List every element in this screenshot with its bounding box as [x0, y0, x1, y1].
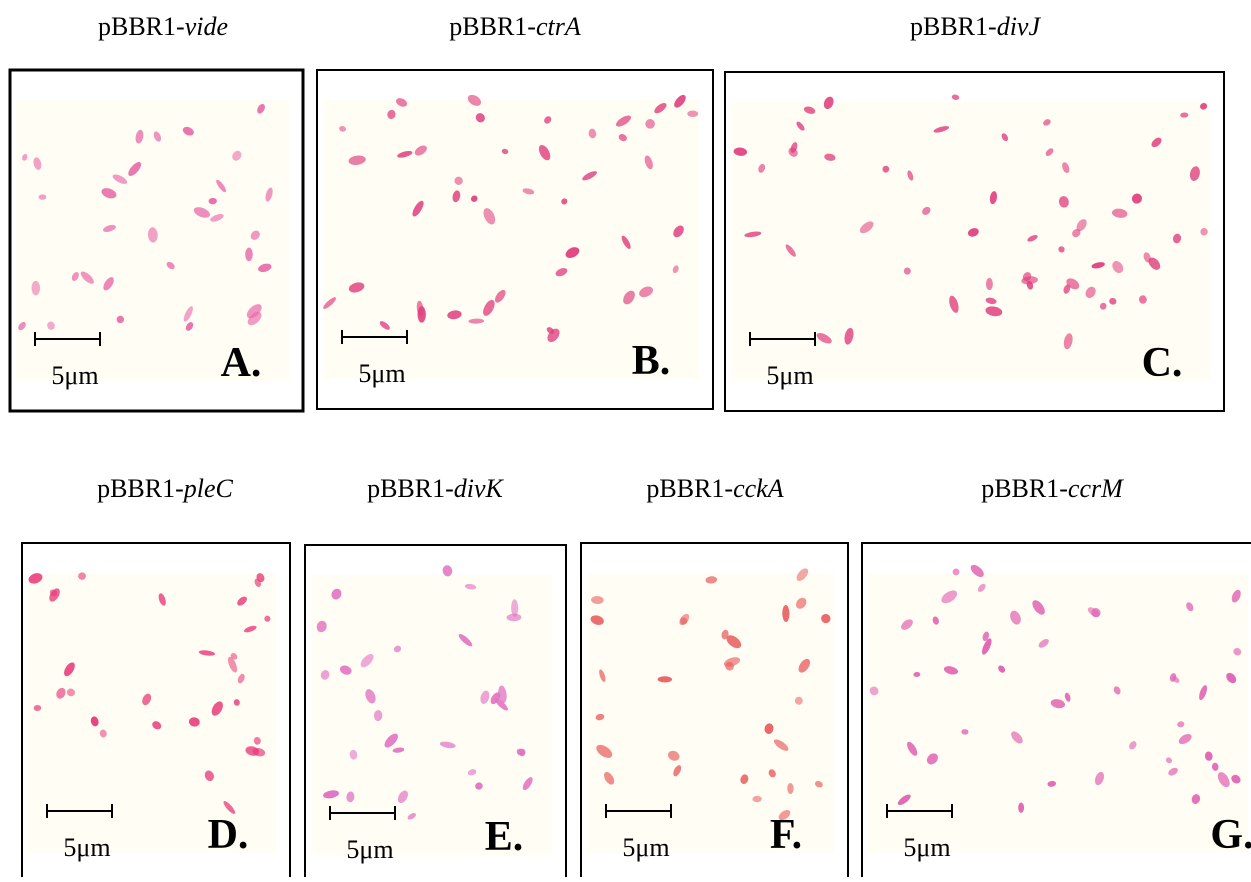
scale-label: 5μm	[346, 835, 393, 864]
panel-title: pBBR1-divK	[367, 474, 504, 503]
bacterium	[417, 306, 425, 322]
panel-letter: D.	[208, 812, 249, 858]
panel: pBBR1-pleC 5μm D.	[22, 474, 290, 877]
title-prefix: pBBR1-	[981, 474, 1068, 503]
panel-letter: E.	[485, 814, 524, 860]
title-gene: cckA	[733, 474, 784, 503]
title-gene: ctrA	[536, 12, 581, 41]
title-prefix: pBBR1-	[646, 474, 733, 503]
bacterium	[117, 316, 124, 324]
panel: pBBR1-ccrM 5μm G.	[862, 474, 1251, 877]
title-prefix: pBBR1-	[98, 12, 185, 41]
panel: pBBR1-divK 5μm E.	[305, 474, 566, 877]
panel: pBBR1-cckA 5μm F.	[581, 474, 848, 877]
panel-title: pBBR1-cckA	[646, 474, 783, 503]
title-prefix: pBBR1-	[449, 12, 536, 41]
scale-label: 5μm	[358, 359, 405, 388]
panel-letter: G.	[1210, 812, 1251, 858]
title-gene: pleC	[182, 474, 234, 503]
scale-label: 5μm	[903, 833, 950, 862]
title-prefix: pBBR1-	[910, 12, 997, 41]
panel: pBBR1-divJ 5μm C.	[725, 12, 1224, 411]
title-gene: divK	[454, 474, 505, 503]
bacterium	[645, 119, 655, 129]
panel-title: pBBR1-ctrA	[449, 12, 581, 41]
panel-title: pBBR1-divJ	[910, 12, 1041, 41]
panel-title: pBBR1-ccrM	[981, 474, 1124, 503]
bacterium	[1018, 803, 1024, 813]
bacterium	[31, 281, 40, 295]
panel-letter: A.	[221, 340, 262, 386]
panel: pBBR1-vide 5μm A.	[10, 12, 303, 411]
title-gene: vide	[185, 12, 228, 41]
panel: pBBR1-ctrA 5μm B.	[317, 12, 713, 409]
bacterium	[986, 278, 993, 290]
scale-label: 5μm	[766, 361, 813, 390]
title-prefix: pBBR1-	[367, 474, 454, 503]
title-gene: ccrM	[1068, 474, 1124, 503]
scale-label: 5μm	[51, 361, 98, 390]
title-gene: divJ	[997, 12, 1042, 41]
page: {"figure": {"panels": [ {"prefix": "pBBR…	[0, 0, 1251, 882]
panel-letter: B.	[632, 338, 671, 384]
panel-title: pBBR1-pleC	[97, 474, 233, 503]
figure: pBBR1-vide5μmA.pBBR1-ctrA5μmB.pBBR1-divJ…	[0, 0, 1251, 877]
scale-label: 5μm	[622, 833, 669, 862]
panel-letter: F.	[770, 812, 802, 858]
panel-title: pBBR1-vide	[98, 12, 228, 41]
bacterium	[951, 94, 959, 101]
scale-label: 5μm	[63, 833, 110, 862]
panel-letter: C.	[1142, 340, 1183, 386]
title-prefix: pBBR1-	[97, 474, 184, 503]
